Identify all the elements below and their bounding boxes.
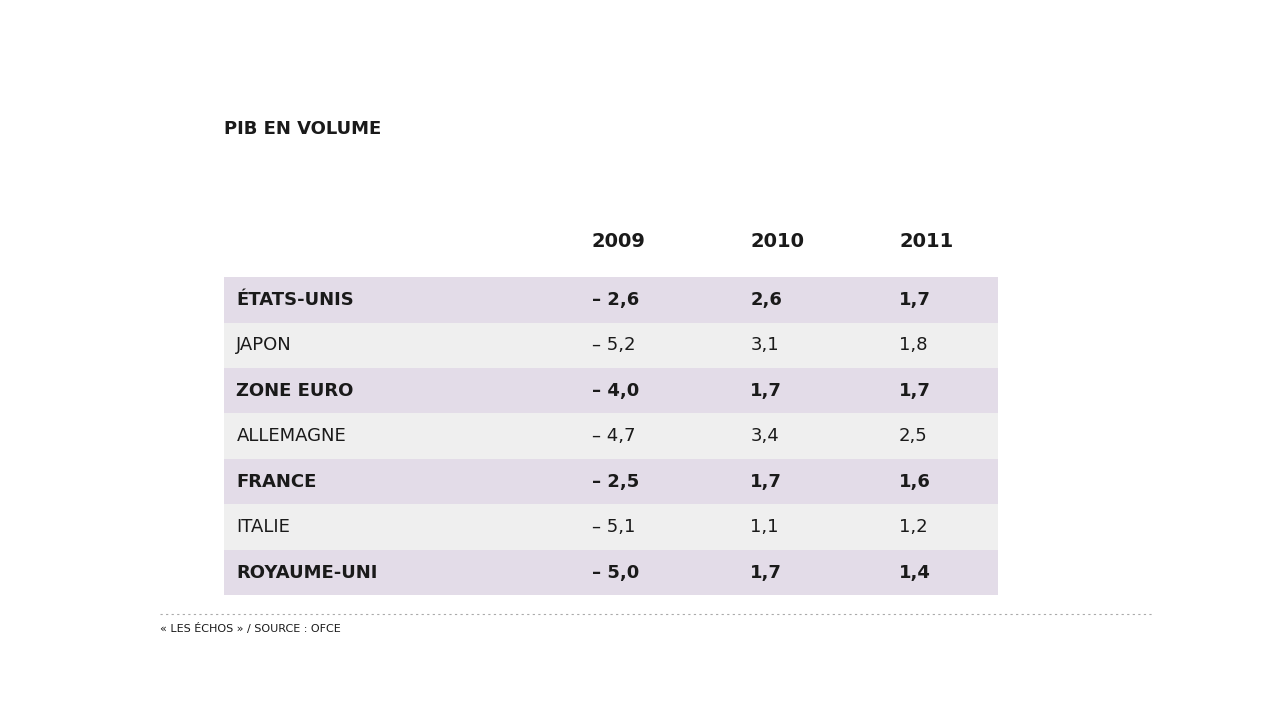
- Text: FRANCE: FRANCE: [237, 473, 316, 491]
- Text: – 5,0: – 5,0: [591, 564, 639, 582]
- Text: – 5,2: – 5,2: [591, 336, 635, 354]
- Text: 1,4: 1,4: [899, 564, 931, 582]
- Text: – 5,1: – 5,1: [591, 518, 635, 536]
- Text: JAPON: JAPON: [237, 336, 292, 354]
- Text: 2011: 2011: [899, 232, 954, 251]
- Text: ALLEMAGNE: ALLEMAGNE: [237, 427, 346, 445]
- Text: ITALIE: ITALIE: [237, 518, 291, 536]
- Text: 1,7: 1,7: [750, 564, 782, 582]
- Text: 1,7: 1,7: [750, 382, 782, 400]
- Text: 1,7: 1,7: [899, 382, 931, 400]
- Bar: [224, 550, 998, 595]
- Text: 1,8: 1,8: [899, 336, 928, 354]
- Bar: [224, 368, 998, 413]
- Text: 3,4: 3,4: [750, 427, 780, 445]
- Text: – 4,7: – 4,7: [591, 427, 635, 445]
- Text: 2,5: 2,5: [899, 427, 928, 445]
- Text: 2010: 2010: [750, 232, 804, 251]
- Text: 1,7: 1,7: [899, 291, 931, 309]
- Bar: [224, 505, 998, 550]
- Text: 2,6: 2,6: [750, 291, 782, 309]
- Text: « LES ÉCHOS » / SOURCE : OFCE: « LES ÉCHOS » / SOURCE : OFCE: [160, 623, 340, 634]
- Text: ZONE EURO: ZONE EURO: [237, 382, 353, 400]
- Text: ÉTATS-UNIS: ÉTATS-UNIS: [237, 291, 355, 309]
- Bar: [224, 277, 998, 323]
- Text: 1,1: 1,1: [750, 518, 778, 536]
- Text: ROYAUME-UNI: ROYAUME-UNI: [237, 564, 378, 582]
- Text: – 4,0: – 4,0: [591, 382, 639, 400]
- Bar: [224, 413, 998, 459]
- Bar: [224, 323, 998, 368]
- Bar: [224, 459, 998, 505]
- Text: 3,1: 3,1: [750, 336, 778, 354]
- Text: PIB EN VOLUME: PIB EN VOLUME: [224, 120, 381, 138]
- Text: 1,6: 1,6: [899, 473, 931, 491]
- Text: 2009: 2009: [591, 232, 645, 251]
- Text: – 2,6: – 2,6: [591, 291, 639, 309]
- Text: 1,2: 1,2: [899, 518, 928, 536]
- Text: 1,7: 1,7: [750, 473, 782, 491]
- Text: – 2,5: – 2,5: [591, 473, 639, 491]
